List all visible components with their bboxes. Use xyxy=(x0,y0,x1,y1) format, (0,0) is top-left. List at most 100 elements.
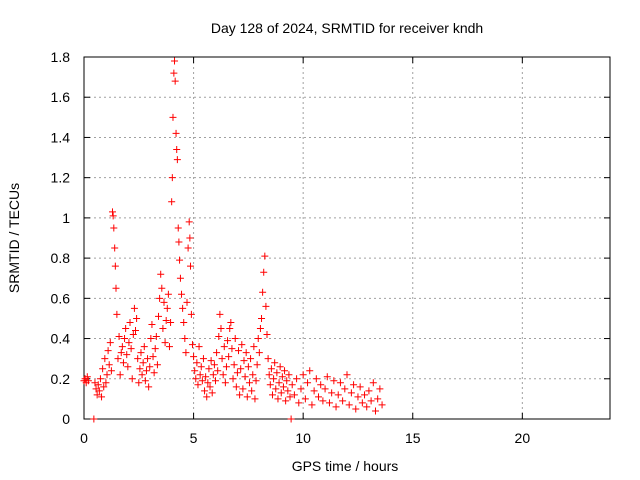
data-point xyxy=(336,379,344,387)
y-tick-label: 1 xyxy=(62,210,70,226)
data-point xyxy=(213,349,221,357)
data-point xyxy=(134,355,142,363)
data-point xyxy=(183,298,191,306)
data-point xyxy=(220,343,228,351)
data-point xyxy=(310,387,318,395)
data-point xyxy=(321,385,329,393)
data-point xyxy=(221,379,229,387)
data-point xyxy=(301,395,309,403)
data-point xyxy=(284,387,292,395)
data-point xyxy=(343,371,351,379)
data-point xyxy=(287,415,295,423)
data-point xyxy=(109,212,117,220)
data-point xyxy=(222,363,230,371)
y-tick-label: 1.2 xyxy=(51,170,71,186)
data-point xyxy=(198,377,206,385)
data-point xyxy=(164,290,172,298)
data-point xyxy=(205,365,213,373)
data-point xyxy=(282,397,290,405)
plot-frame xyxy=(83,56,611,420)
data-point xyxy=(99,365,107,373)
data-point xyxy=(90,415,98,423)
data-point xyxy=(150,369,158,377)
data-point xyxy=(267,365,275,373)
data-point xyxy=(210,361,218,369)
data-point xyxy=(147,335,155,343)
data-point xyxy=(98,393,106,401)
data-point xyxy=(304,379,312,387)
data-point xyxy=(293,375,301,383)
data-point xyxy=(345,401,353,409)
data-point xyxy=(193,359,201,367)
data-point xyxy=(188,341,196,349)
data-point xyxy=(259,288,267,296)
data-point xyxy=(195,343,203,351)
data-point xyxy=(352,405,360,413)
data-point xyxy=(104,347,112,355)
data-point xyxy=(137,349,145,357)
data-point xyxy=(203,393,211,401)
data-point xyxy=(167,318,175,326)
data-point xyxy=(249,371,257,379)
data-point xyxy=(224,337,232,345)
y-tick-label: 0.6 xyxy=(51,290,71,306)
data-point xyxy=(297,385,305,393)
y-axis-label: SRMTID / TECUs xyxy=(6,183,22,293)
y-tick-label: 0 xyxy=(62,411,70,427)
data-point xyxy=(332,403,340,411)
data-point xyxy=(94,381,102,389)
data-point xyxy=(229,375,237,383)
data-point xyxy=(228,345,236,353)
data-point xyxy=(192,375,200,383)
data-point xyxy=(172,129,180,137)
data-point xyxy=(242,349,250,357)
data-points xyxy=(80,57,386,423)
data-point xyxy=(121,335,129,343)
data-point xyxy=(159,325,167,332)
data-point xyxy=(281,367,289,375)
data-point xyxy=(100,383,108,391)
chart-title: Day 128 of 2024, SRMTID for receiver knd… xyxy=(211,20,483,36)
data-point xyxy=(174,224,182,232)
data-point xyxy=(339,397,347,405)
data-point xyxy=(265,371,273,379)
data-point xyxy=(334,391,342,399)
data-point xyxy=(132,327,140,335)
data-point xyxy=(275,379,283,387)
data-point xyxy=(285,371,293,379)
data-point xyxy=(145,383,153,391)
x-tick-labels: 0 5 10 15 20 xyxy=(80,430,530,446)
x-axis-label: GPS time / hours xyxy=(292,458,399,474)
data-point xyxy=(216,310,224,318)
data-point xyxy=(202,373,210,381)
data-point xyxy=(258,314,266,322)
data-point xyxy=(169,113,177,121)
data-point xyxy=(125,339,133,347)
data-point xyxy=(260,268,268,276)
data-point xyxy=(217,325,225,332)
data-point xyxy=(178,290,186,298)
data-point xyxy=(235,347,243,355)
data-point xyxy=(239,385,247,393)
data-point xyxy=(218,355,226,363)
data-point xyxy=(268,391,276,399)
data-point xyxy=(226,325,234,332)
x-tick-label: 5 xyxy=(190,430,198,446)
data-point xyxy=(295,399,303,407)
data-point xyxy=(350,381,358,389)
data-point xyxy=(286,393,294,401)
data-point xyxy=(111,244,119,252)
y-tick-label: 1.4 xyxy=(51,129,71,145)
data-point xyxy=(236,391,244,399)
data-point xyxy=(206,383,214,391)
data-point xyxy=(288,381,296,389)
data-point xyxy=(165,343,173,351)
data-point xyxy=(170,69,178,77)
data-point xyxy=(163,304,171,312)
data-point xyxy=(227,318,235,326)
data-point xyxy=(277,389,285,397)
data-point xyxy=(140,343,148,351)
data-point xyxy=(119,359,127,367)
data-point xyxy=(110,224,118,232)
data-point xyxy=(171,57,179,65)
